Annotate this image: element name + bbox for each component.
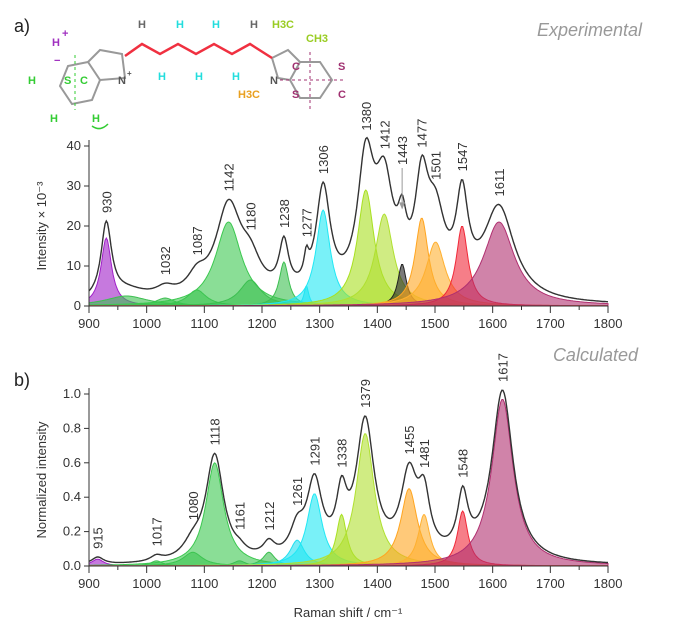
y-tick-label: 40 [67,138,81,153]
peak-label-1412: 1412 [377,120,392,149]
x-axis-label: Raman shift / cm⁻¹ [294,605,403,620]
peak-label-1180: 1180 [243,202,258,230]
peak-label-930: 930 [99,191,114,213]
panel-b-label: b) [14,370,30,390]
peak-label-1161: 1161 [233,502,248,530]
peak-label-1087: 1087 [190,226,205,255]
chain-h-6: H [232,71,240,83]
chain-h-1: H [176,19,184,31]
atom-n1: N [118,75,126,87]
envelope-spectrum [88,136,609,303]
x-tick-label: 1200 [248,316,277,331]
peak-label-1611: 1611 [492,169,507,197]
y-tick-label: 0.6 [63,455,81,470]
label-c2: C [292,61,300,73]
chain-h-5: H [195,71,203,83]
peak-label-1338: 1338 [335,439,350,468]
peak-label-1477: 1477 [415,119,430,148]
atom-h-br: H [92,113,100,125]
peak-label-1291: 1291 [307,437,322,466]
chain-h-2: H [212,19,220,31]
x-tick-label: 1500 [421,316,450,331]
x-tick-label: 1200 [248,576,277,591]
x-tick-label: 900 [78,316,100,331]
atom-h-bl: H [50,113,58,125]
x-tick-label: 1700 [536,316,565,331]
panel-a-label: a) [14,16,30,36]
peak-label-1380: 1380 [359,102,374,131]
peak-label-1212: 1212 [262,502,277,531]
y-tick-label: 30 [67,178,81,193]
chain-h-3: H [250,19,258,31]
peak-label-1142: 1142 [222,163,237,191]
chain-h-4: H [158,71,166,83]
peak-label-1547: 1547 [455,142,470,171]
atom-h3c-top: H3C [272,19,294,31]
x-tick-label: 1800 [594,316,623,331]
arrowhead-icon [399,202,406,210]
y-tick-label: 0.4 [63,489,81,504]
x-tick-label: 1000 [132,576,161,591]
atom-ch3: CH3 [306,33,328,45]
x-tick-label: 1300 [305,316,334,331]
x-tick-label: 900 [78,576,100,591]
atom-h3c-n: H3C [238,89,260,101]
atom-n2: N [270,75,278,87]
atom-h-plus: H [52,37,60,49]
atom-h-left: H [28,75,36,87]
title-calculated: Calculated [553,345,639,365]
peak-label-1455: 1455 [402,426,417,455]
label-s2: S [338,61,345,73]
minus-sign: − [54,55,60,67]
chain-h-0: H [138,19,146,31]
peak-label-1261: 1261 [290,477,305,506]
x-tick-label: 1000 [132,316,161,331]
y-tick-label: 0 [74,298,81,313]
label-c3: C [338,89,346,101]
peak-label-1443: 1443 [395,136,410,165]
x-tick-label: 1600 [478,576,507,591]
y-axis-label-a: Intensity × 10⁻³ [34,181,49,271]
peak-label-915: 915 [91,527,106,549]
y-tick-label: 20 [67,218,81,233]
peak-label-1277: 1277 [299,208,314,237]
label-s3: S [292,89,299,101]
peak-label-1501: 1501 [429,151,444,180]
n1-charge: + [127,69,132,78]
polymethine-chain [124,42,273,60]
x-tick-label: 1700 [536,576,565,591]
peak-label-1306: 1306 [316,145,331,174]
x-tick-label: 1400 [363,576,392,591]
label-s1: S [64,75,71,87]
peak-label-1481: 1481 [417,439,432,468]
peak-label-1118: 1118 [208,418,223,445]
y-tick-label: 0.8 [63,420,81,435]
x-tick-label: 1100 [190,316,218,331]
y-tick-label: 0.0 [63,558,81,573]
x-tick-label: 1300 [305,576,334,591]
y-tick-label: 0.2 [63,524,81,539]
peak-label-1379: 1379 [358,379,373,408]
molecule-structure: H + − H S C H H N + H H H H H H H H3C CH… [28,19,346,130]
x-tick-label: 1600 [478,316,507,331]
peak-label-1032: 1032 [158,246,173,275]
x-tick-label: 1400 [363,316,392,331]
label-c1: C [80,75,88,87]
y-axis-label-b: Normalized intensity [34,421,49,539]
peak-label-1238: 1238 [277,199,292,228]
x-tick-label: 1800 [594,576,623,591]
wag-arrow-icon [91,123,109,130]
peak-label-1080: 1080 [186,491,201,520]
plus-sign: + [62,28,68,40]
peak-label-1617: 1617 [495,353,510,382]
x-tick-label: 1100 [190,576,218,591]
peak-label-1548: 1548 [456,449,471,478]
x-tick-label: 1500 [421,576,450,591]
y-tick-label: 10 [67,258,81,273]
title-experimental: Experimental [537,20,643,40]
envelope-spectrum [88,389,608,564]
peak-label-1017: 1017 [149,517,164,546]
y-tick-label: 1.0 [63,386,81,401]
